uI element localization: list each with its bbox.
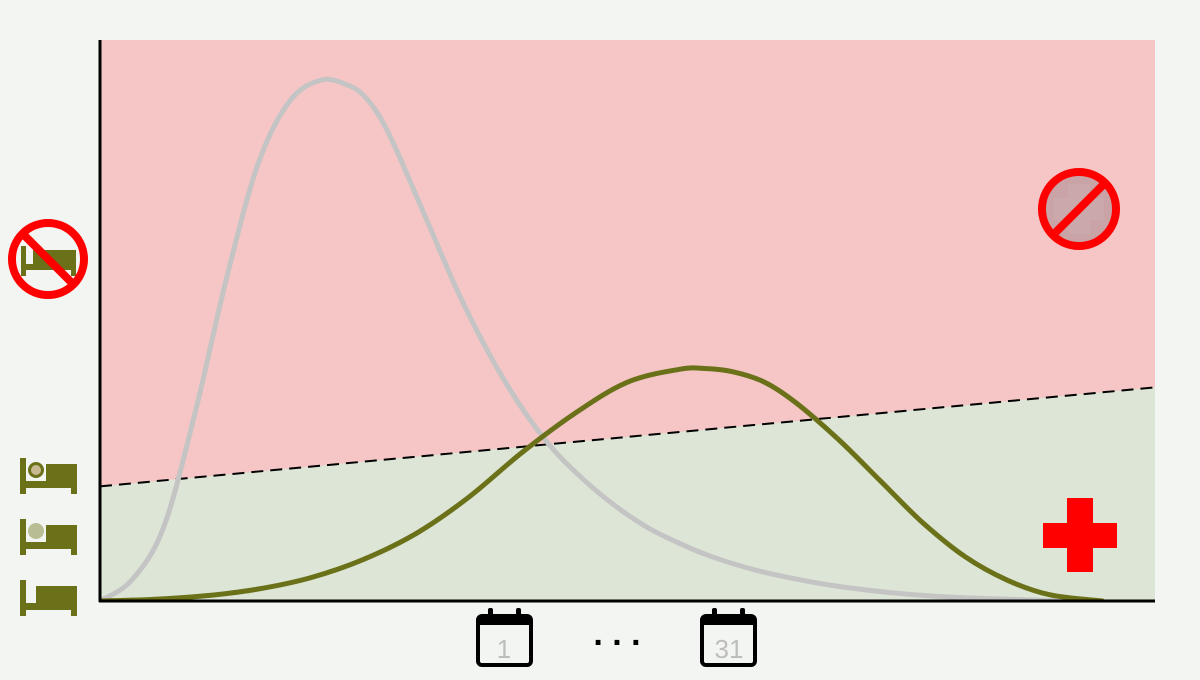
no-hospital-icon — [1038, 168, 1120, 250]
series-line-controlled — [100, 365, 1105, 601]
capacity-threshold-line — [99, 386, 1156, 488]
no-bed-icon — [8, 219, 88, 299]
x-tick-label-day-31: 31 — [715, 634, 744, 664]
bed-partial-icon — [20, 519, 77, 555]
within-capacity-region — [100, 387, 1155, 601]
hospital-cross-icon — [1043, 498, 1117, 572]
bed-empty-icon — [20, 580, 77, 616]
x-tick-ellipsis: . . . — [593, 615, 640, 653]
calendar-icon: 31 — [700, 608, 757, 667]
bed-occupied-icon — [20, 458, 77, 494]
series-line-uncontrolled — [100, 76, 1105, 601]
x-tick-label-day-1: 1 — [497, 634, 511, 664]
calendar-icon: 1 — [476, 608, 533, 667]
